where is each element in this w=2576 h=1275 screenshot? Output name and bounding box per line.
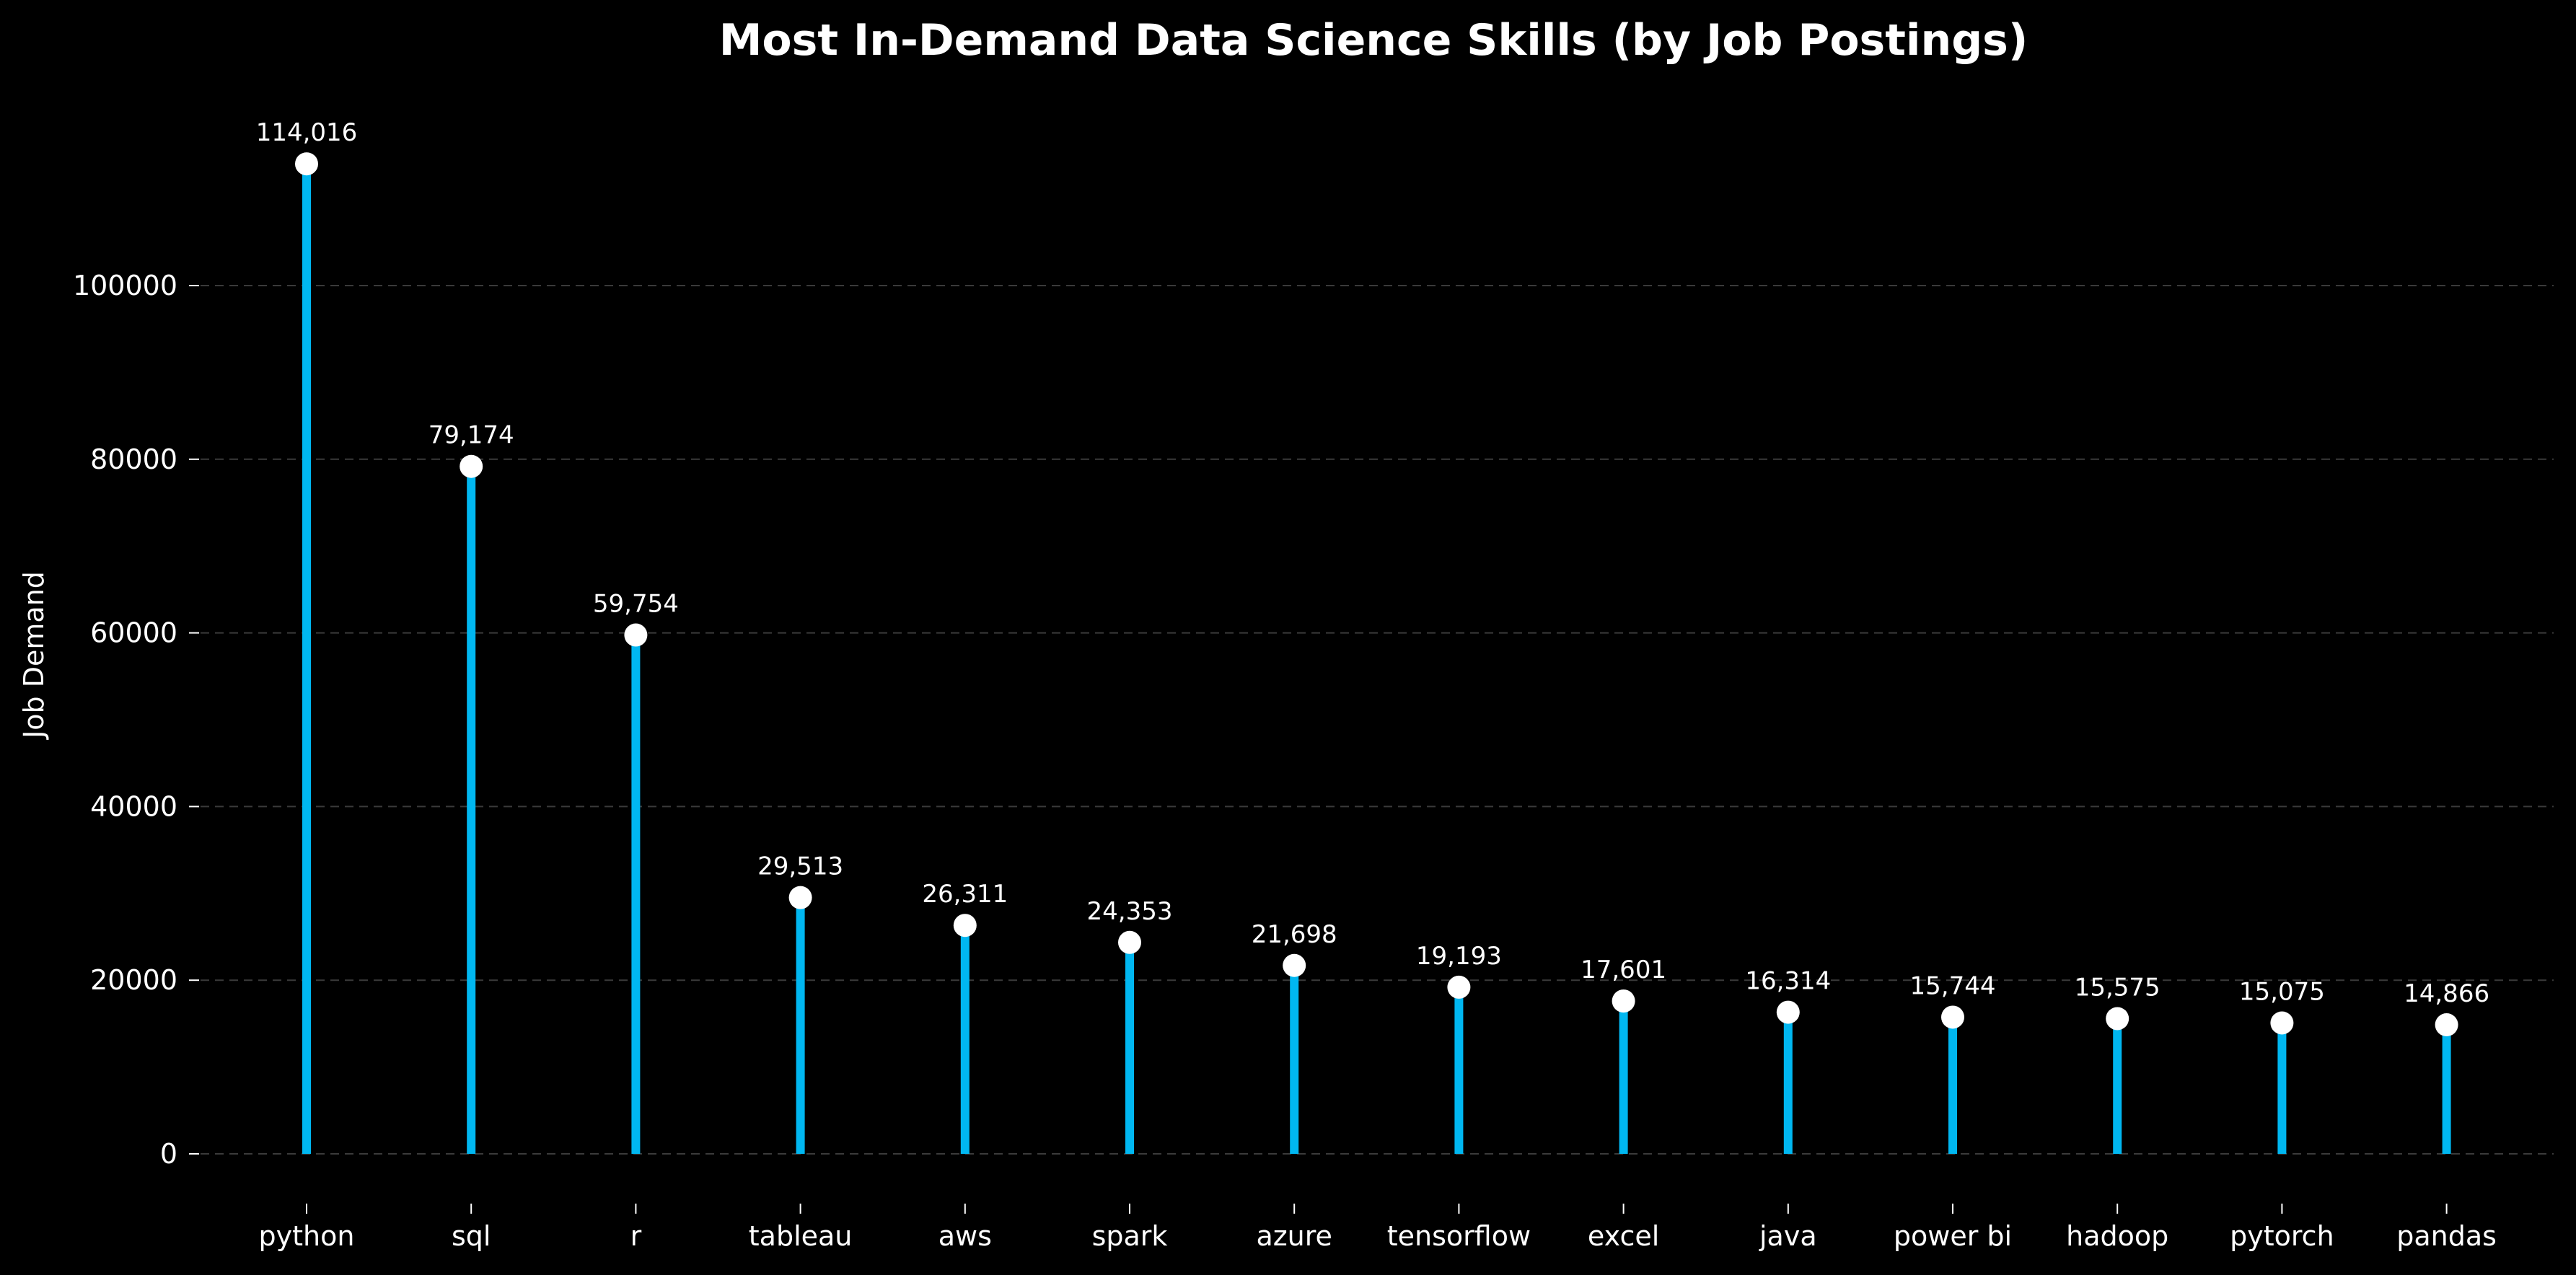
x-tick-label-pytorch: pytorch [2230, 1220, 2334, 1252]
data-label-pytorch: 15,075 [2239, 977, 2325, 1006]
y-axis-label: Job Demand [18, 571, 50, 740]
marker-python [295, 152, 318, 176]
data-label-python: 114,016 [256, 118, 358, 147]
data-label-excel: 17,601 [1581, 956, 1666, 984]
marker-java [1776, 1000, 1800, 1024]
data-label-sql: 79,174 [428, 421, 514, 450]
data-label-power-bi: 15,744 [1910, 971, 1996, 1000]
y-tick-label-60000: 60000 [90, 617, 177, 649]
data-label-pandas: 14,866 [2404, 979, 2489, 1008]
y-tick-label-20000: 20000 [90, 964, 177, 996]
marker-r [624, 623, 648, 647]
markers [295, 152, 2458, 1037]
chart-title: Most In-Demand Data Science Skills (by J… [719, 15, 2028, 66]
marker-excel [1612, 989, 1635, 1013]
x-tick-label-java: java [1759, 1220, 1817, 1252]
y-tick-label-100000: 100000 [73, 270, 177, 301]
marker-power-bi [1941, 1005, 1964, 1029]
y-tick-label-0: 0 [160, 1138, 177, 1170]
marker-sql [460, 454, 483, 478]
marker-spark [1118, 930, 1141, 954]
y-tick-label-40000: 40000 [90, 790, 177, 822]
x-tick-label-r: r [630, 1220, 642, 1252]
y-tick-label-80000: 80000 [90, 444, 177, 475]
marker-azure [1283, 953, 1306, 977]
marker-tensorflow [1447, 975, 1471, 999]
x-tick-label-hadoop: hadoop [2066, 1220, 2168, 1252]
x-tick-label-sql: sql [452, 1220, 491, 1252]
x-tick-label-excel: excel [1588, 1220, 1659, 1252]
x-tick-label-tensorflow: tensorflow [1387, 1220, 1531, 1252]
marker-pandas [2435, 1013, 2458, 1037]
x-tick-label-spark: spark [1092, 1220, 1168, 1252]
data-label-java: 16,314 [1745, 967, 1831, 996]
data-label-tableau: 29,513 [757, 852, 843, 881]
marker-tableau [788, 886, 812, 909]
data-label-azure: 21,698 [1252, 920, 1337, 949]
x-tick-label-power-bi: power bi [1894, 1220, 2012, 1252]
data-label-spark: 24,353 [1087, 897, 1173, 926]
gridlines [201, 285, 2554, 1155]
x-tick-label-tableau: tableau [749, 1220, 853, 1252]
data-labels: 114,016 79,174 59,754 29,513 26,311 24,353 21,… [256, 118, 2489, 1008]
marker-hadoop [2106, 1007, 2129, 1031]
x-tick-label-azure: azure [1256, 1220, 1332, 1252]
x-axis-ticks: python sql r tableau aws spark azure tensorflow… [259, 1204, 2497, 1252]
data-label-tensorflow: 19,193 [1416, 942, 1502, 971]
data-label-hadoop: 15,575 [2075, 973, 2160, 1002]
data-label-r: 59,754 [593, 590, 679, 619]
stems [302, 164, 2451, 1154]
x-tick-label-aws: aws [938, 1220, 992, 1252]
x-tick-label-python: python [259, 1220, 355, 1252]
y-axis-ticks: 0 20000 40000 60000 80000 100000 [73, 270, 199, 1170]
marker-pytorch [2270, 1011, 2294, 1035]
data-label-aws: 26,311 [922, 880, 1008, 909]
x-tick-label-pandas: pandas [2396, 1220, 2497, 1252]
marker-aws [953, 914, 977, 938]
